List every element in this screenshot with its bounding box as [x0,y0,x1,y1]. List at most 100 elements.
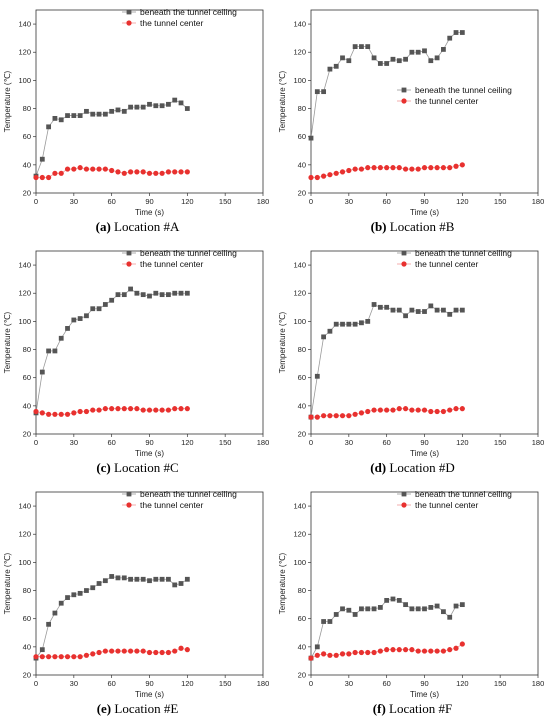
data-point-series-2 [371,407,377,413]
chart-panel-3: 0 30 60 90 120 150 180 20 40 60 80 100 120 140 Time (s… [0,241,275,482]
data-point-series-2 [127,169,134,175]
data-point-series-2 [434,408,440,415]
legend-marker [401,261,407,267]
chart-svg: 0 30 60 90 120 150 180 20 40 60 80 100 120 140 Time (s… [3,248,269,458]
plot-frame [310,250,539,435]
y-axis-title: Temperature (℃) [3,70,12,132]
data-point-series-2 [377,407,383,413]
data-point-series-2 [153,407,159,413]
data-point-series-1 [365,606,371,612]
data-point-series-2 [327,652,333,658]
data-point-series-2 [440,165,447,171]
data-point-series-1 [377,61,383,66]
chart-panel-5: 0 30 60 90 120 150 180 20 40 60 80 100 120 140 Time (s… [0,482,275,723]
x-tick-label: 90 [145,438,153,447]
y-tick-label: 80 [23,345,31,354]
data-point-series-2 [172,169,178,175]
data-point-series-2 [159,407,165,413]
data-point-series-2 [390,647,396,653]
data-point-series-2 [115,648,121,654]
y-tick-label: 120 [18,289,31,298]
data-point-series-2 [428,165,434,171]
caption-text: Location #A [114,219,180,234]
panel-caption: (a) Location #A [0,219,275,235]
data-point-series-2 [421,407,428,413]
data-point-series-2 [459,406,465,412]
x-tick-label: 150 [494,438,507,447]
chart-svg: 0 30 60 90 120 150 180 20 40 60 80 100 120 140 Time (s… [3,489,269,699]
x-tick-label: 90 [420,438,428,447]
data-point-series-1 [52,115,58,121]
data-point-series-2 [102,406,108,412]
data-point-series-2 [321,173,327,179]
data-point-series-2 [365,408,371,415]
x-tick-label: 0 [34,438,38,447]
data-point-series-1 [359,44,364,49]
data-point-series-2 [346,413,352,419]
data-point-series-2 [121,170,127,176]
data-point-series-2 [346,167,352,174]
y-tick-label: 40 [298,642,306,651]
y-tick-label: 100 [18,317,31,326]
data-point-series-2 [46,174,52,181]
data-point-series-1 [352,44,358,49]
data-point-series-1 [128,576,133,582]
data-point-series-1 [140,292,146,298]
data-point-series-2 [440,648,447,654]
y-tick-label: 20 [298,189,306,198]
data-point-series-1 [403,313,408,319]
data-point-series-1 [384,61,390,66]
data-point-series-2 [402,166,409,172]
data-point-series-2 [109,167,115,174]
x-tick-label: 60 [107,438,115,447]
data-point-series-1 [384,304,390,310]
data-point-series-1 [102,302,108,307]
data-point-series-1 [428,58,434,64]
x-tick-label: 150 [494,197,507,206]
data-point-series-1 [172,582,178,588]
caption-text: Location #D [389,460,455,475]
y-tick-label: 20 [23,430,31,439]
data-point-series-1 [140,576,146,582]
y-tick-label: 140 [293,502,306,511]
data-point-series-2 [339,413,346,419]
data-point-series-2 [390,407,396,413]
data-point-series-2 [102,166,108,172]
data-point-series-2 [33,408,39,415]
data-point-series-1 [422,309,427,314]
x-axis-title: Time (s) [410,449,439,458]
data-point-series-2 [321,651,327,657]
legend-marker [401,98,407,104]
x-tick-label: 150 [219,438,232,447]
data-point-series-1 [84,313,89,319]
caption-letter: (b) [370,219,387,234]
data-point-series-2 [178,169,184,175]
data-point-series-2 [421,648,428,654]
data-point-series-2 [321,413,327,419]
y-tick-label: 80 [298,345,306,354]
data-point-series-2 [33,654,39,660]
data-point-series-1 [39,647,45,653]
data-point-series-1 [172,290,178,296]
data-point-series-1 [58,117,64,123]
data-point-series-1 [115,292,121,298]
y-tick-label: 100 [293,558,306,567]
data-point-series-1 [422,48,427,54]
legend-label: the tunnel center [415,96,478,106]
data-point-series-2 [384,165,390,171]
data-point-series-2 [146,407,153,413]
data-point-series-1 [147,293,152,299]
data-point-series-2 [377,648,383,654]
data-point-series-2 [178,645,184,651]
data-point-series-2 [109,648,115,654]
legend-marker [126,261,132,267]
data-point-series-2 [134,169,140,175]
data-point-series-2 [159,170,165,176]
data-point-series-2 [52,411,58,417]
data-point-series-1 [384,597,390,603]
data-point-series-1 [346,607,352,613]
data-point-series-2 [358,649,365,656]
data-point-series-2 [409,647,415,653]
